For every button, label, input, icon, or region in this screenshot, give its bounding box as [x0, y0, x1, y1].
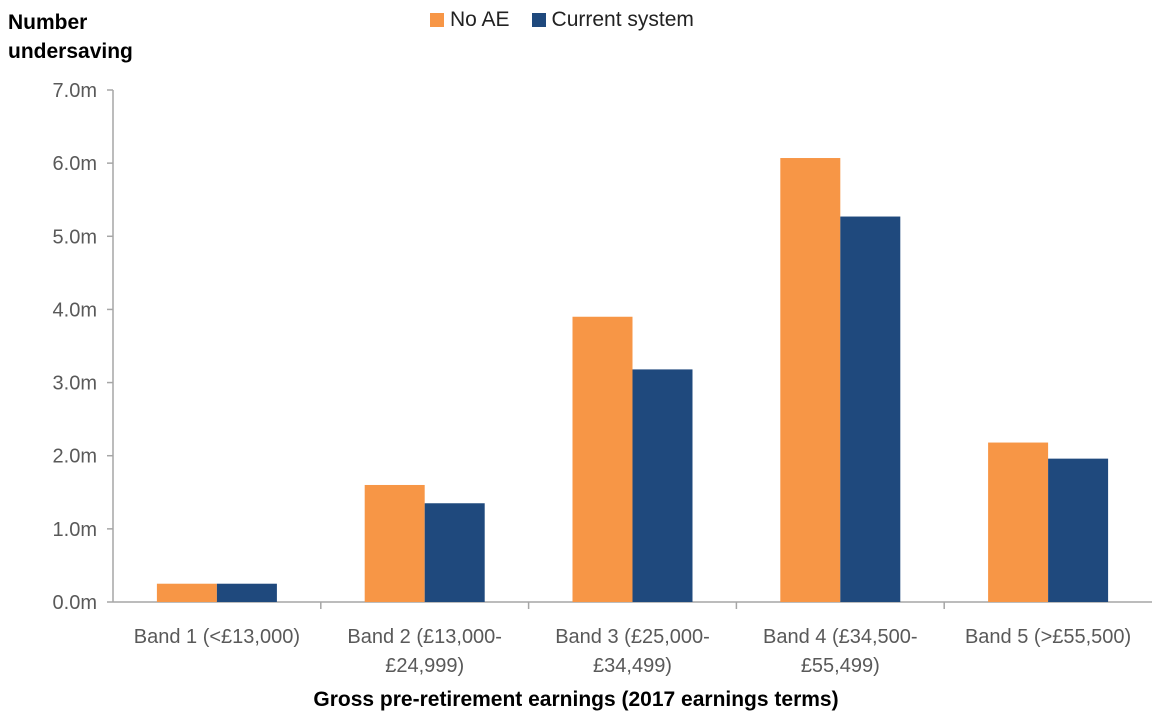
y-tick-label: 2.0m [53, 446, 97, 468]
y-axis-title-line-2: undersaving [8, 40, 133, 63]
bar-current-system [424, 503, 485, 602]
legend-item-current-system: Current system [531, 8, 694, 32]
x-tick-label: Band 3 (£25,000- [555, 626, 710, 648]
y-axis-title: Number undersaving [8, 8, 133, 66]
x-tick-label: £34,499) [593, 655, 672, 677]
x-tick-label: Band 1 (<£13,000) [134, 626, 300, 648]
legend-swatch-current-system [531, 13, 546, 27]
y-tick-label: 4.0m [53, 299, 97, 321]
bar-no-ae [988, 442, 1049, 602]
bar-no-ae [572, 316, 633, 602]
bar-no-ae [156, 583, 217, 602]
legend-item-no-ae: No AE [430, 8, 510, 32]
y-tick-label: 5.0m [53, 226, 97, 248]
y-tick-label: 0.0m [53, 592, 97, 614]
x-axis-title: Gross pre-retirement earnings (2017 earn… [313, 688, 839, 711]
y-tick-label: 6.0m [53, 153, 97, 175]
y-tick-label: 3.0m [53, 373, 97, 395]
x-tick-label: Band 2 (£13,000- [347, 626, 502, 648]
legend-swatch-no-ae [430, 13, 444, 27]
y-axis-title-line-1: Number [8, 11, 88, 34]
legend: No AE Current system [430, 8, 694, 32]
bar-current-system [840, 216, 901, 602]
legend-label-current-system: Current system [551, 8, 694, 31]
x-tick-label: Band 4 (£34,500- [763, 626, 918, 648]
bar-current-system [1048, 458, 1109, 602]
y-tick-label: 1.0m [53, 519, 97, 541]
y-tick-label: 7.0m [53, 80, 97, 102]
bar-current-system [216, 583, 277, 602]
x-tick-label: £55,499) [801, 655, 880, 677]
bar-no-ae [364, 484, 425, 602]
x-tick-label: Band 5 (>£55,500) [965, 626, 1131, 648]
bar-current-system [632, 369, 693, 602]
bar-no-ae [780, 158, 841, 602]
legend-label-no-ae: No AE [450, 8, 510, 31]
x-tick-label: £24,999) [385, 655, 464, 677]
